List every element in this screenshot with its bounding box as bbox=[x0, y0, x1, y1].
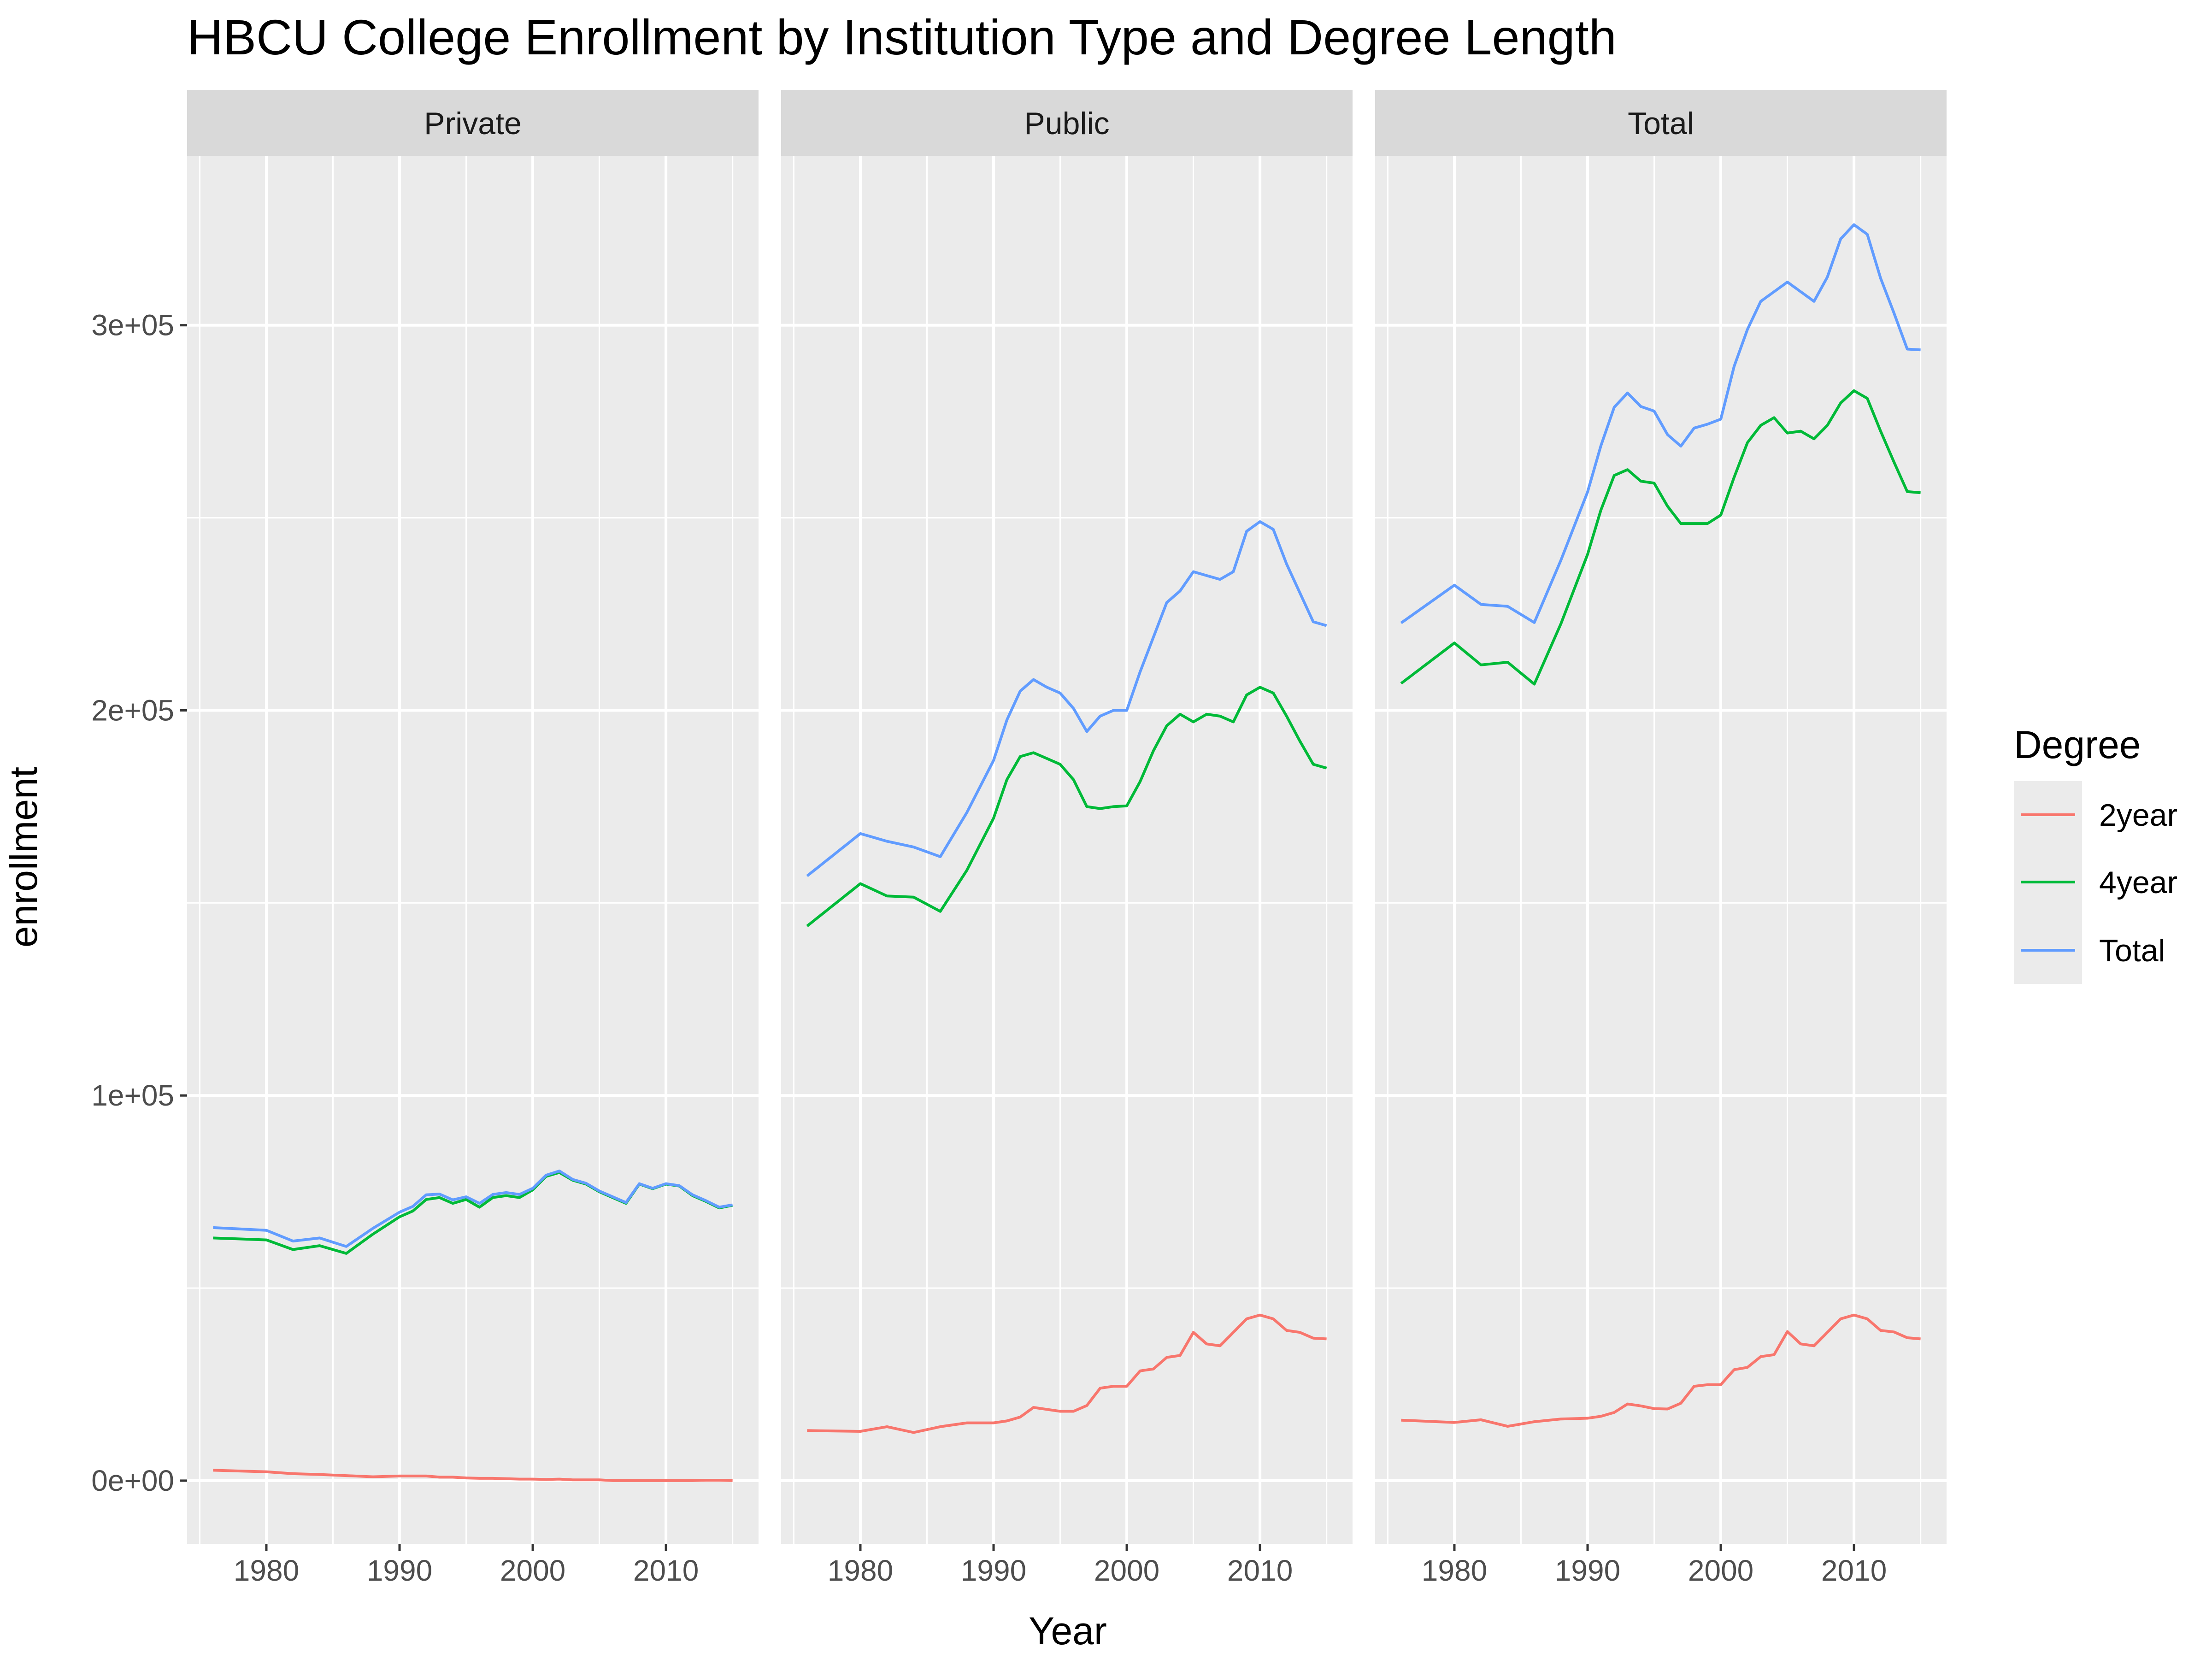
series-line-public-4year bbox=[806, 686, 1327, 927]
facet-strip-label: Private bbox=[424, 106, 522, 141]
facet-strip-total bbox=[1375, 90, 1947, 156]
plot-panel bbox=[1375, 156, 1947, 1544]
facet-strip-label: Public bbox=[1024, 106, 1109, 141]
x-tick-label: 1990 bbox=[367, 1554, 432, 1587]
facet-strip-public bbox=[781, 90, 1353, 156]
legend-label-4year: 4year bbox=[2099, 865, 2177, 900]
plot-panel bbox=[187, 156, 759, 1544]
x-tick-label: 2000 bbox=[1688, 1554, 1753, 1587]
facet-strip-label: Total bbox=[1628, 106, 1694, 141]
legend-title: Degree bbox=[2014, 723, 2141, 766]
x-tick-label: 1990 bbox=[961, 1554, 1026, 1587]
y-tick-label: 2e+05 bbox=[91, 694, 174, 727]
plot-panel bbox=[781, 156, 1353, 1544]
legend: Degree 2year 4year Total bbox=[2014, 723, 2177, 984]
facet-total: Total 1980 1990 2000 2010 bbox=[1375, 90, 1947, 1587]
facet-strip-private bbox=[187, 90, 759, 156]
y-tick-label: 0e+00 bbox=[91, 1464, 174, 1497]
legend-label-total: Total bbox=[2099, 933, 2165, 968]
series-line-total-4year bbox=[1400, 389, 1921, 686]
series-line-total-total bbox=[1400, 223, 1921, 624]
x-tick-label: 2010 bbox=[1227, 1554, 1293, 1587]
x-axis-title: Year bbox=[1029, 1609, 1107, 1653]
x-tick-label: 2000 bbox=[1094, 1554, 1159, 1587]
x-tick-label: 2000 bbox=[500, 1554, 565, 1587]
series-line-public-total bbox=[806, 520, 1327, 877]
legend-label-2year: 2year bbox=[2099, 798, 2177, 833]
series-line-private-total bbox=[213, 1170, 733, 1248]
chart-title: HBCU College Enrollment by Institution T… bbox=[187, 9, 1617, 65]
facet-panels: Private 1980 1990 2000 2010 0e+00 1e+05 2e+05 3e… bbox=[91, 90, 1947, 1587]
facet-private: Private 1980 1990 2000 2010 0e+00 1e+05 2e+05 3e… bbox=[91, 90, 759, 1587]
x-tick-label: 1980 bbox=[1422, 1554, 1487, 1587]
x-tick-label: 1980 bbox=[828, 1554, 893, 1587]
series-line-public-2year bbox=[807, 1313, 1327, 1434]
series-line-total-2year bbox=[1401, 1313, 1921, 1428]
x-tick-label: 2010 bbox=[633, 1554, 699, 1587]
y-tick-label: 3e+05 bbox=[91, 309, 174, 342]
y-axis-title: enrollment bbox=[2, 767, 45, 947]
y-tick-label: 1e+05 bbox=[91, 1079, 174, 1112]
x-tick-label: 1980 bbox=[234, 1554, 299, 1587]
x-tick-label: 2010 bbox=[1821, 1554, 1887, 1587]
facet-public: Public 1980 1990 2000 2010 bbox=[781, 90, 1353, 1587]
series-line-private-2year bbox=[213, 1469, 733, 1482]
x-tick-label: 1990 bbox=[1555, 1554, 1620, 1587]
